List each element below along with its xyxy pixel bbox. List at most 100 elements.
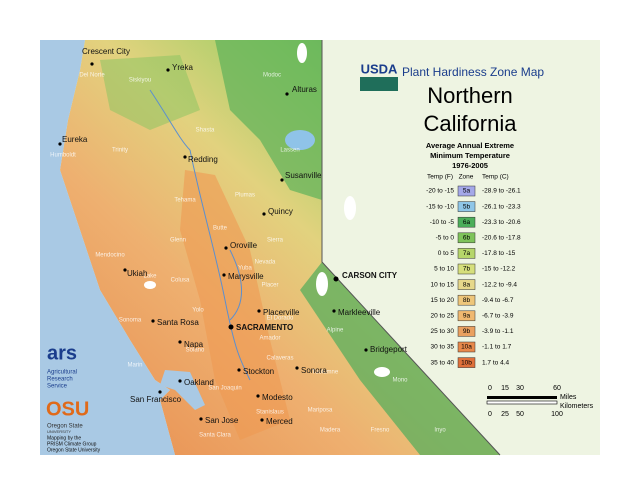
county-label: Solano [186, 348, 205, 354]
city-label: Alturas [292, 85, 317, 94]
county-label: Siskiyou [129, 78, 151, 84]
scale-label-miles: 15 [501, 385, 509, 392]
city-label: Santa Rosa [157, 318, 199, 327]
scale-label-miles: 30 [516, 385, 524, 392]
ars-text: Research [47, 377, 73, 383]
legend-zone: 9a [463, 313, 471, 320]
legend-temp-f: 10 to 15 [431, 281, 455, 288]
city-label: Crescent City [82, 47, 130, 56]
legend-swatch [457, 357, 476, 368]
usda-logo-mark [360, 77, 398, 91]
legend-swatch [457, 279, 476, 290]
city-label: San Jose [205, 416, 239, 425]
subtitle: Average Annual Extreme [426, 141, 514, 150]
county-label: Inyo [434, 428, 446, 434]
river [229, 249, 243, 321]
legend-swatch [457, 232, 476, 244]
legend-temp-f: 20 to 25 [431, 313, 455, 320]
legend-temp-f: -20 to -15 [426, 188, 454, 195]
scale-label-km: 50 [516, 411, 524, 418]
scale-unit: Kilometers [560, 403, 594, 410]
scale-label-km: 100 [551, 411, 563, 418]
county-label: Plumas [235, 193, 255, 199]
city-label: Merced [266, 417, 293, 426]
city-label: Oakland [184, 378, 214, 387]
county-label: Madera [320, 428, 341, 434]
legend-swatch [457, 341, 476, 353]
goose-lake [297, 43, 307, 63]
city-marker [90, 62, 94, 66]
legend-swatch [457, 201, 476, 212]
state-border [321, 40, 501, 456]
ars-text: Agricultural [47, 370, 77, 376]
city-marker [295, 366, 299, 370]
legend-temp-f: 35 to 40 [431, 359, 455, 366]
city-marker [285, 92, 289, 96]
legend-zone: 7a [463, 250, 471, 257]
ars-text: Service [47, 384, 68, 390]
city-label: Redding [188, 155, 218, 164]
city-label: Napa [184, 340, 204, 349]
legend-zone: 10b [461, 359, 472, 366]
county-label: Santa Clara [199, 433, 231, 439]
mapping-credit: Oregon State University [47, 447, 101, 453]
city-label: San Francisco [130, 395, 182, 404]
scale-label-miles: 0 [488, 385, 492, 392]
county-label: Del Norte [79, 73, 105, 79]
river [189, 149, 251, 381]
city-label: Oroville [230, 241, 258, 250]
legend-swatch [457, 326, 476, 337]
legend-header: Temp (F) [427, 174, 453, 181]
legend-temp-f: 30 to 35 [431, 344, 455, 351]
county-label: Yuba [238, 266, 252, 272]
legend-temp-f: 25 to 30 [431, 328, 455, 335]
legend-temp-c: -20.6 to -17.8 [482, 235, 521, 242]
legend-header: Zone [459, 174, 474, 181]
legend-temp-c: -17.8 to -15 [482, 250, 516, 257]
legend-temp-c: -12.2 to -9.4 [482, 281, 517, 288]
county-label: Mono [392, 378, 408, 384]
scale-unit: Miles [560, 394, 577, 401]
mapping-credit: PRISM Climate Group [47, 441, 97, 447]
northeast-green [215, 40, 322, 200]
city-marker [332, 309, 336, 313]
legend-temp-c: -1.1 to 1.7 [482, 344, 512, 351]
city-label: Yreka [172, 63, 193, 72]
legend-temp-c: -28.9 to -26.1 [482, 188, 521, 195]
legend-temp-f: -5 to 0 [436, 235, 455, 242]
legend-zone: 9b [463, 328, 471, 335]
lake [285, 130, 315, 150]
city-marker [166, 68, 170, 72]
county-label: Yolo [192, 308, 204, 314]
legend-zone: 6b [463, 235, 471, 242]
legend-header: Temp (C) [482, 174, 509, 181]
city-label: CARSON CITY [342, 271, 398, 280]
legend-zone: 7b [463, 266, 471, 273]
city-label: Ukiah [127, 269, 147, 278]
county-label: Nevada [255, 260, 276, 266]
county-label: Placer [261, 283, 278, 289]
county-label: Glenn [170, 238, 186, 244]
city-marker [58, 142, 62, 146]
scale-label-miles: 60 [553, 385, 561, 392]
county-label: Mariposa [308, 408, 333, 414]
county-label: Shasta [196, 128, 215, 134]
legend-zone: 8b [463, 297, 471, 304]
county-label: Mendocino [95, 253, 125, 259]
county-label: Humboldt [50, 153, 76, 159]
county-label: Sierra [267, 238, 284, 244]
sierra-green [300, 262, 500, 455]
scale-label-km: 0 [488, 411, 492, 418]
city-marker [228, 324, 234, 330]
city-marker [224, 246, 228, 250]
scale-label-km: 25 [501, 411, 509, 418]
ars-logo: ars [47, 342, 77, 364]
county-label: Lassen [280, 148, 299, 154]
county-label: San Joaquin [208, 386, 241, 392]
legend-swatch [457, 310, 476, 322]
county-label: Stanislaus [256, 410, 284, 416]
county-label: Butte [213, 226, 228, 232]
city-marker [158, 390, 162, 394]
